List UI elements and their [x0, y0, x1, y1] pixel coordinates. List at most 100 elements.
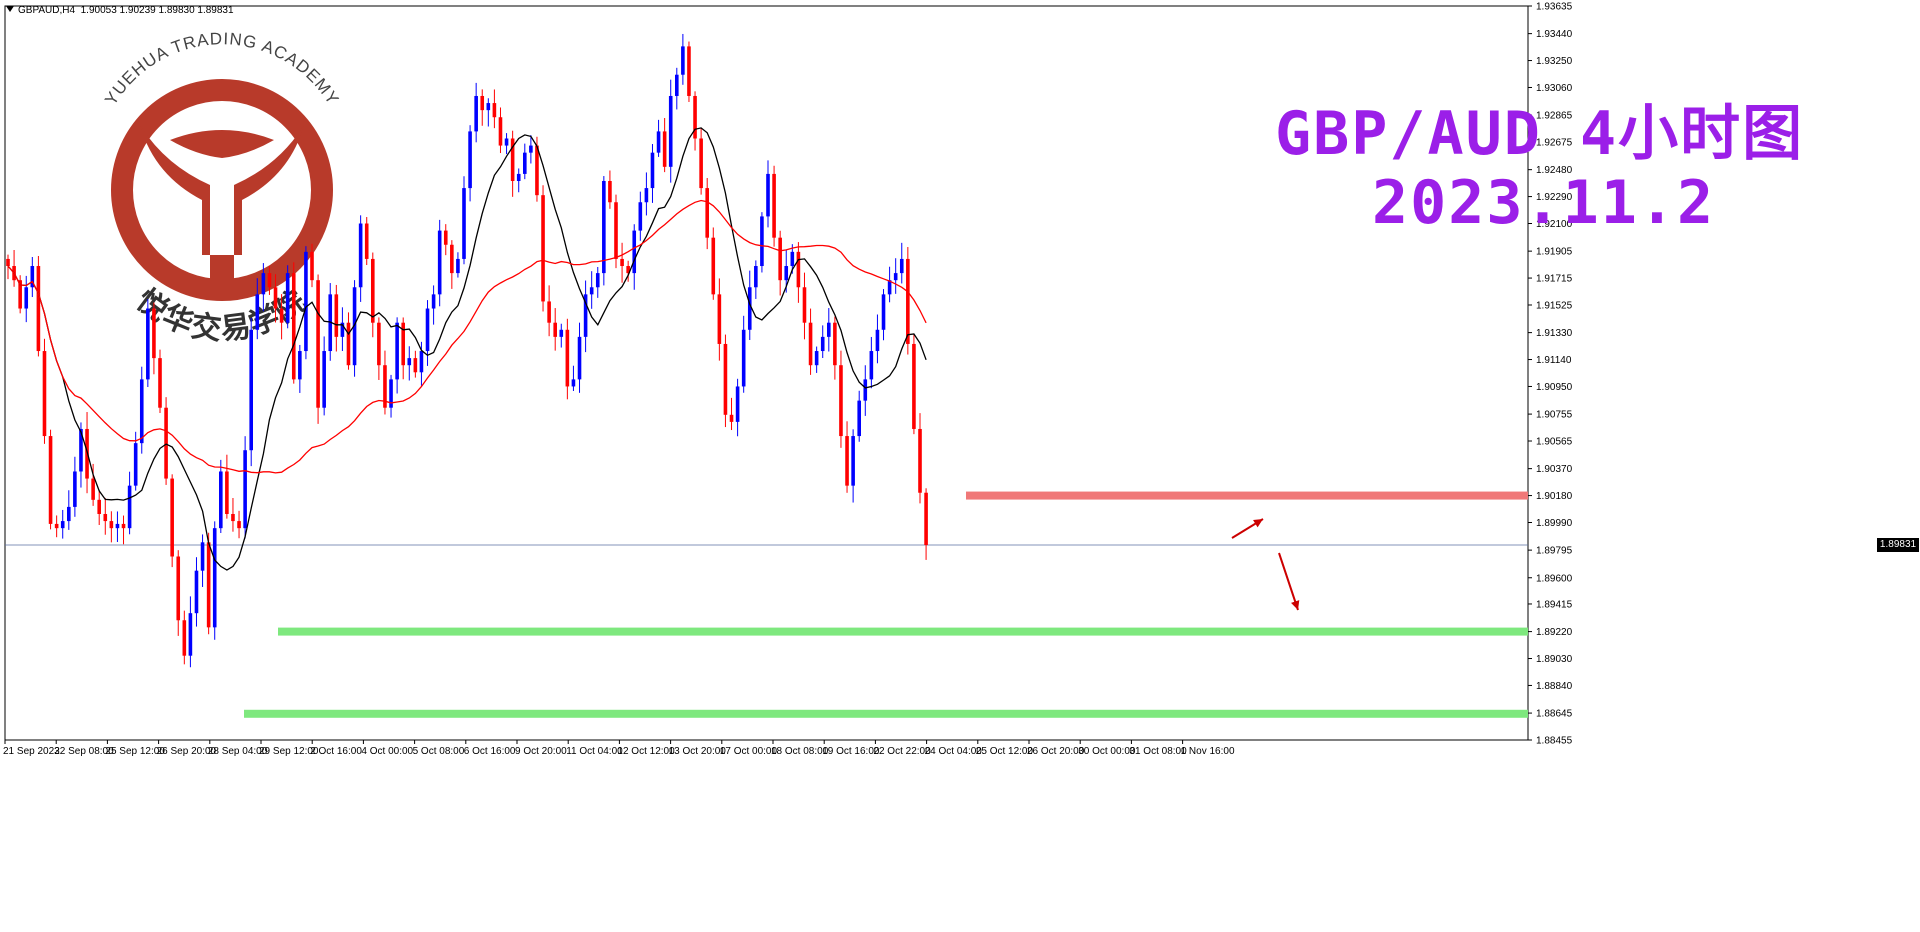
- support-level-band: [244, 709, 1528, 718]
- candle-body: [206, 542, 211, 628]
- y-tick-label: 1.93060: [1536, 83, 1573, 94]
- candle-body: [431, 294, 436, 309]
- candle-body: [352, 287, 357, 366]
- candle-body: [456, 258, 460, 274]
- candle-body: [310, 251, 314, 281]
- y-tick-label: 1.93635: [1536, 2, 1573, 13]
- candle-body: [693, 95, 697, 139]
- candle-body: [893, 273, 898, 281]
- y-tick-label: 1.88645: [1536, 709, 1573, 720]
- candle-body: [152, 308, 156, 359]
- candle-body: [687, 46, 691, 96]
- candle-body: [869, 351, 874, 380]
- candle-body: [498, 117, 503, 146]
- candle-body: [121, 523, 126, 529]
- candle-body: [735, 386, 740, 422]
- candle-body: [146, 308, 150, 380]
- candle-body: [881, 294, 886, 330]
- candle-body: [845, 436, 849, 486]
- resistance-level-band: [966, 491, 1528, 500]
- candle-body: [425, 308, 430, 352]
- x-tick-label: 29 Sep 12:00: [259, 746, 319, 757]
- x-tick-label: 11 Oct 04:00: [566, 746, 623, 757]
- candle-body: [36, 266, 41, 352]
- arrow-shaft: [1278, 552, 1299, 611]
- candle-body: [608, 180, 612, 203]
- x-tick-label: 12 Oct 12:00: [617, 746, 675, 757]
- y-tick-label: 1.90180: [1536, 491, 1573, 502]
- candle-body: [632, 230, 637, 274]
- y-tick-label: 1.92100: [1536, 219, 1573, 230]
- candle-body: [614, 202, 618, 259]
- arrow-head: [1291, 600, 1300, 610]
- candle-body: [602, 180, 606, 274]
- candle-body: [225, 471, 229, 514]
- candle-body: [626, 266, 630, 274]
- candle-body: [322, 351, 326, 408]
- candle-body: [298, 351, 302, 380]
- x-tick-label: 22 Sep 08:00: [54, 746, 114, 757]
- x-tick-label: 18 Oct 08:00: [771, 746, 829, 757]
- candle-body: [24, 287, 29, 309]
- candle-body: [139, 379, 144, 444]
- candle-body: [237, 521, 241, 529]
- plot-border: [4, 5, 1529, 741]
- candle-body: [54, 523, 59, 529]
- candle-body: [778, 237, 782, 281]
- candle-body: [912, 343, 916, 429]
- candle-body: [249, 329, 253, 451]
- candle-body: [711, 237, 716, 295]
- x-tick-label: 26 Oct 20:00: [1027, 746, 1085, 757]
- candle-body: [243, 450, 247, 529]
- y-tick-label: 1.90950: [1536, 382, 1573, 393]
- y-tick-label: 1.92675: [1536, 138, 1573, 149]
- candle-body: [790, 251, 795, 267]
- candle-body: [565, 329, 570, 387]
- candle-body: [194, 570, 199, 614]
- candle-body: [589, 287, 594, 295]
- y-tick-label: 1.91905: [1536, 247, 1573, 258]
- candle-body: [827, 322, 831, 337]
- candle-body: [413, 358, 418, 373]
- candle-body: [407, 358, 412, 366]
- y-tick-label: 1.90370: [1536, 464, 1573, 475]
- candle-body: [729, 414, 734, 422]
- candle-body: [158, 358, 162, 408]
- candle-body: [127, 485, 132, 529]
- candle-body: [820, 336, 825, 352]
- candle-body: [559, 329, 564, 337]
- candle-body: [723, 343, 728, 415]
- candle-body: [304, 251, 308, 352]
- candle-body: [133, 443, 138, 486]
- candle-body: [18, 280, 22, 309]
- candle-body: [535, 145, 539, 196]
- x-tick-label: 17 Oct 00:00: [720, 746, 778, 757]
- candle-body: [383, 365, 387, 408]
- candle-body: [267, 273, 272, 288]
- candle-body: [899, 258, 904, 274]
- y-tick-label: 1.89030: [1536, 654, 1573, 665]
- y-tick-label: 1.89795: [1536, 546, 1573, 557]
- plot-frame: [4, 5, 1529, 741]
- candle-body: [6, 258, 10, 267]
- candle-body: [796, 251, 801, 288]
- candle-body: [577, 336, 582, 380]
- y-tick-label: 1.88840: [1536, 681, 1573, 692]
- ohlc-values: 1.90053 1.90239 1.89830 1.89831: [80, 5, 234, 16]
- y-tick-label: 1.89990: [1536, 518, 1573, 529]
- candle-body: [638, 202, 643, 231]
- candle-body: [480, 95, 485, 111]
- candle-body: [644, 188, 649, 203]
- candle-body: [766, 173, 770, 217]
- candle-body: [200, 542, 205, 571]
- candle-body: [583, 294, 588, 337]
- x-tick-label: 22 Oct 22:00: [873, 746, 931, 757]
- ma-fast-line: [7, 127, 927, 571]
- candle-body: [918, 428, 922, 493]
- candle-body: [833, 322, 837, 366]
- candle-body: [212, 528, 217, 628]
- candle-body: [486, 103, 491, 111]
- candle-body: [48, 436, 53, 524]
- symbol-info-bar[interactable]: GBPAUD,H4 1.90053 1.90239 1.89830 1.8983…: [6, 5, 234, 16]
- dropdown-triangle-icon[interactable]: [6, 6, 14, 12]
